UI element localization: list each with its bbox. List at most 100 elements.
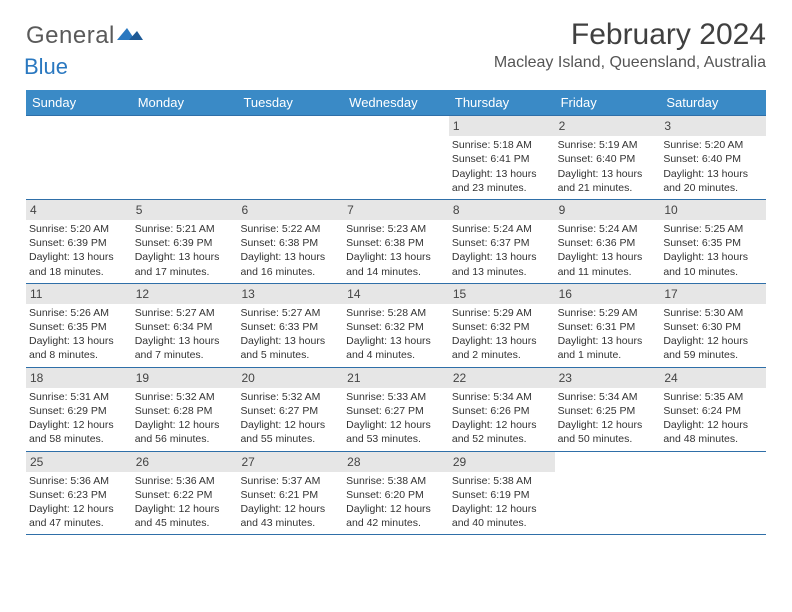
sunset-text: Sunset: 6:24 PM xyxy=(663,404,763,418)
day-cell: 29Sunrise: 5:38 AMSunset: 6:19 PMDayligh… xyxy=(449,452,555,535)
day-cell: 7Sunrise: 5:23 AMSunset: 6:38 PMDaylight… xyxy=(343,200,449,283)
sunrise-text: Sunrise: 5:24 AM xyxy=(558,222,658,236)
daylight-text: and 11 minutes. xyxy=(558,265,658,279)
daylight-text: Daylight: 12 hours xyxy=(558,418,658,432)
day-number: 19 xyxy=(132,368,238,388)
sunrise-text: Sunrise: 5:28 AM xyxy=(346,306,446,320)
day-cell xyxy=(660,452,766,535)
day-cell xyxy=(132,116,238,199)
sunrise-text: Sunrise: 5:27 AM xyxy=(240,306,340,320)
sunset-text: Sunset: 6:27 PM xyxy=(346,404,446,418)
day-number: 4 xyxy=(26,200,132,220)
day-number: 25 xyxy=(26,452,132,472)
sunrise-text: Sunrise: 5:24 AM xyxy=(452,222,552,236)
day-number: 20 xyxy=(237,368,343,388)
day-number: 7 xyxy=(343,200,449,220)
sunrise-text: Sunrise: 5:37 AM xyxy=(240,474,340,488)
week-row: 1Sunrise: 5:18 AMSunset: 6:41 PMDaylight… xyxy=(26,115,766,199)
sunset-text: Sunset: 6:33 PM xyxy=(240,320,340,334)
calendar-page: General February 2024 Macleay Island, Qu… xyxy=(0,0,792,545)
daylight-text: Daylight: 13 hours xyxy=(452,334,552,348)
daylight-text: and 13 minutes. xyxy=(452,265,552,279)
daylight-text: and 8 minutes. xyxy=(29,348,129,362)
daylight-text: Daylight: 13 hours xyxy=(558,250,658,264)
day-number: 14 xyxy=(343,284,449,304)
day-cell: 22Sunrise: 5:34 AMSunset: 6:26 PMDayligh… xyxy=(449,368,555,451)
daylight-text: and 20 minutes. xyxy=(663,181,763,195)
sunset-text: Sunset: 6:20 PM xyxy=(346,488,446,502)
sunset-text: Sunset: 6:36 PM xyxy=(558,236,658,250)
day-cell: 27Sunrise: 5:37 AMSunset: 6:21 PMDayligh… xyxy=(237,452,343,535)
day-cell: 8Sunrise: 5:24 AMSunset: 6:37 PMDaylight… xyxy=(449,200,555,283)
daylight-text: and 45 minutes. xyxy=(135,516,235,530)
day-cell: 14Sunrise: 5:28 AMSunset: 6:32 PMDayligh… xyxy=(343,284,449,367)
sunrise-text: Sunrise: 5:34 AM xyxy=(452,390,552,404)
sunset-text: Sunset: 6:25 PM xyxy=(558,404,658,418)
location-text: Macleay Island, Queensland, Australia xyxy=(494,54,766,72)
daylight-text: and 5 minutes. xyxy=(240,348,340,362)
sunset-text: Sunset: 6:21 PM xyxy=(240,488,340,502)
sunrise-text: Sunrise: 5:18 AM xyxy=(452,138,552,152)
day-number: 10 xyxy=(660,200,766,220)
daylight-text: Daylight: 13 hours xyxy=(452,250,552,264)
day-header-sun: Sunday xyxy=(26,90,132,115)
daylight-text: and 23 minutes. xyxy=(452,181,552,195)
day-cell: 9Sunrise: 5:24 AMSunset: 6:36 PMDaylight… xyxy=(555,200,661,283)
day-number: 11 xyxy=(26,284,132,304)
day-number: 2 xyxy=(555,116,661,136)
day-cell xyxy=(555,452,661,535)
sunset-text: Sunset: 6:39 PM xyxy=(29,236,129,250)
day-cell: 6Sunrise: 5:22 AMSunset: 6:38 PMDaylight… xyxy=(237,200,343,283)
day-cell: 3Sunrise: 5:20 AMSunset: 6:40 PMDaylight… xyxy=(660,116,766,199)
daylight-text: Daylight: 13 hours xyxy=(135,334,235,348)
day-number: 24 xyxy=(660,368,766,388)
day-cell: 19Sunrise: 5:32 AMSunset: 6:28 PMDayligh… xyxy=(132,368,238,451)
day-cell xyxy=(237,116,343,199)
daylight-text: and 55 minutes. xyxy=(240,432,340,446)
sunset-text: Sunset: 6:38 PM xyxy=(240,236,340,250)
day-number: 17 xyxy=(660,284,766,304)
daylight-text: Daylight: 12 hours xyxy=(29,418,129,432)
sunset-text: Sunset: 6:35 PM xyxy=(663,236,763,250)
daylight-text: Daylight: 13 hours xyxy=(452,167,552,181)
day-cell: 24Sunrise: 5:35 AMSunset: 6:24 PMDayligh… xyxy=(660,368,766,451)
daylight-text: and 2 minutes. xyxy=(452,348,552,362)
sunset-text: Sunset: 6:38 PM xyxy=(346,236,446,250)
sunset-text: Sunset: 6:26 PM xyxy=(452,404,552,418)
sunset-text: Sunset: 6:22 PM xyxy=(135,488,235,502)
day-header-row: Sunday Monday Tuesday Wednesday Thursday… xyxy=(26,90,766,115)
day-number: 3 xyxy=(660,116,766,136)
daylight-text: Daylight: 13 hours xyxy=(29,250,129,264)
daylight-text: and 48 minutes. xyxy=(663,432,763,446)
sunrise-text: Sunrise: 5:38 AM xyxy=(452,474,552,488)
day-cell: 13Sunrise: 5:27 AMSunset: 6:33 PMDayligh… xyxy=(237,284,343,367)
day-header-mon: Monday xyxy=(132,90,238,115)
week-row: 25Sunrise: 5:36 AMSunset: 6:23 PMDayligh… xyxy=(26,451,766,535)
sunset-text: Sunset: 6:35 PM xyxy=(29,320,129,334)
daylight-text: and 17 minutes. xyxy=(135,265,235,279)
week-row: 4Sunrise: 5:20 AMSunset: 6:39 PMDaylight… xyxy=(26,199,766,283)
daylight-text: Daylight: 12 hours xyxy=(135,502,235,516)
daylight-text: and 47 minutes. xyxy=(29,516,129,530)
daylight-text: and 42 minutes. xyxy=(346,516,446,530)
day-number: 12 xyxy=(132,284,238,304)
sunrise-text: Sunrise: 5:33 AM xyxy=(346,390,446,404)
daylight-text: Daylight: 13 hours xyxy=(558,167,658,181)
daylight-text: and 10 minutes. xyxy=(663,265,763,279)
sunset-text: Sunset: 6:28 PM xyxy=(135,404,235,418)
sunset-text: Sunset: 6:32 PM xyxy=(346,320,446,334)
day-number: 29 xyxy=(449,452,555,472)
day-cell: 2Sunrise: 5:19 AMSunset: 6:40 PMDaylight… xyxy=(555,116,661,199)
sunrise-text: Sunrise: 5:32 AM xyxy=(135,390,235,404)
day-number: 22 xyxy=(449,368,555,388)
day-cell: 28Sunrise: 5:38 AMSunset: 6:20 PMDayligh… xyxy=(343,452,449,535)
daylight-text: and 40 minutes. xyxy=(452,516,552,530)
calendar-bottom-rule xyxy=(26,534,766,535)
sunset-text: Sunset: 6:23 PM xyxy=(29,488,129,502)
flag-icon xyxy=(117,24,143,49)
day-cell: 5Sunrise: 5:21 AMSunset: 6:39 PMDaylight… xyxy=(132,200,238,283)
day-header-thu: Thursday xyxy=(449,90,555,115)
calendar-grid: Sunday Monday Tuesday Wednesday Thursday… xyxy=(26,90,766,535)
day-number: 18 xyxy=(26,368,132,388)
sunrise-text: Sunrise: 5:20 AM xyxy=(29,222,129,236)
